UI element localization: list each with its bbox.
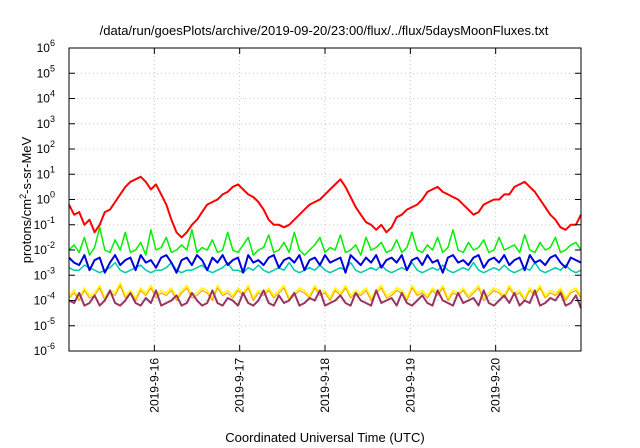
y-tick-label: 10-4: [34, 291, 55, 308]
series-line-7: [68, 289, 582, 309]
x-tick-label: 2019-9-17: [233, 358, 247, 413]
y-tick-label: 10-5: [34, 316, 55, 333]
y-axis: 10-6 10-5 10-4 10-3 10-2 10-1 100 101 102 103 104 1…: [34, 38, 581, 358]
x-tick-label: 2019-9-20: [489, 358, 503, 413]
y-tick-label: 102: [37, 139, 55, 156]
x-tick-label: 2019-9-18: [318, 358, 332, 413]
y-tick-label: 105: [37, 63, 55, 80]
chart-title: /data/run/goesPlots/archive/2019-09-20/2…: [100, 23, 549, 38]
y-tick-label: 101: [37, 164, 55, 181]
y-tick-label: 10-6: [34, 341, 55, 358]
series-line-3: [68, 261, 582, 274]
series-line-1: [68, 175, 582, 239]
series-line-2: [68, 226, 582, 256]
x-axis: 2019-9-16 2019-9-17 2019-9-18 2019-9-19 2019…: [147, 48, 503, 413]
y-axis-label: protons/cm2-s-sr-MeV: [18, 136, 34, 263]
y-tick-label: 10-2: [34, 240, 55, 257]
y-tick-label: 10-1: [34, 215, 55, 232]
x-tick-label: 2019-9-16: [147, 358, 161, 413]
x-axis-label: Coordinated Universal Time (UTC): [225, 430, 424, 445]
series-lines: [68, 175, 582, 309]
x-tick-label: 2019-9-19: [403, 358, 417, 413]
y-tick-label: 10-3: [34, 265, 55, 282]
y-tick-label: 104: [37, 89, 55, 106]
series-line-4: [68, 254, 582, 274]
y-tick-label: 100: [37, 190, 55, 207]
y-tick-label: 106: [37, 38, 55, 55]
y-tick-label: 103: [37, 114, 55, 131]
